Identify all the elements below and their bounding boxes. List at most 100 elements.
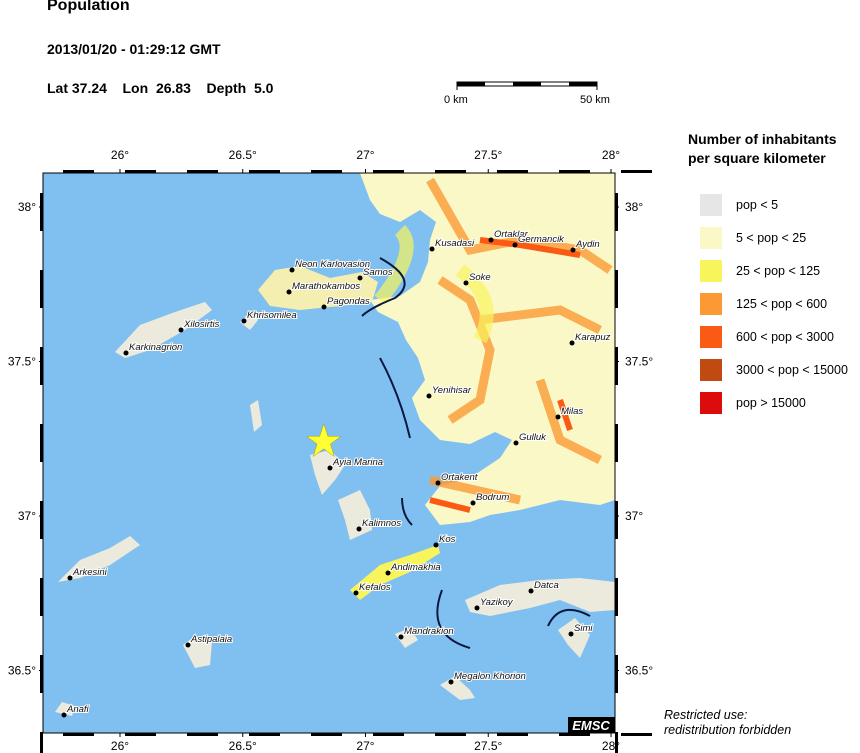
town-marker[interactable]: Gulluk — [513, 431, 548, 446]
epicenter-star-icon[interactable] — [305, 423, 342, 458]
town-dot-icon — [570, 247, 576, 253]
town-dot-icon — [241, 318, 247, 324]
town-marker[interactable]: Soke — [463, 271, 492, 286]
town-dot-icon — [470, 500, 476, 506]
town-marker[interactable]: Yazikoy — [474, 596, 515, 611]
town-dot-icon — [448, 679, 454, 685]
town-dot-icon — [185, 642, 191, 648]
town-marker[interactable]: Kusadasi — [429, 237, 476, 252]
town-marker[interactable]: Datca — [528, 579, 560, 594]
legend-item: pop > 15000 — [700, 392, 806, 414]
town-marker[interactable]: Simi — [568, 622, 594, 637]
town-label: Pagondas — [327, 296, 370, 307]
legend-swatch — [700, 227, 722, 249]
town-marker[interactable]: Samos — [357, 266, 394, 281]
town-dot-icon — [433, 542, 439, 548]
town-marker[interactable]: Germancik — [512, 233, 566, 248]
lon-tick-label: 27.5° — [474, 739, 502, 753]
legend-item: 5 < pop < 25 — [700, 227, 806, 249]
lon-tick-label: 27.5° — [474, 148, 502, 162]
lon-tick-label: 28° — [602, 148, 620, 162]
town-marker[interactable]: Bodrum — [470, 491, 510, 506]
town-dot-icon — [356, 526, 362, 532]
town-marker[interactable]: Khrisomilea — [241, 309, 298, 324]
town-dot-icon — [353, 590, 359, 596]
town-label: Ortaklar — [494, 229, 529, 240]
lat-label: Lat — [47, 80, 68, 96]
emsc-logo — [568, 717, 615, 733]
town-label: Kos — [439, 534, 456, 545]
town-label: Gulluk — [519, 432, 547, 443]
town-label: Kusadasi — [435, 238, 475, 249]
lon-tick-label: 26.5° — [229, 739, 257, 753]
town-marker[interactable]: Neon Karlovasion — [289, 258, 371, 273]
lat-tick-label: 38° — [18, 200, 36, 214]
town-marker[interactable]: Aydin — [570, 238, 601, 253]
town-marker[interactable]: Ortaklar — [488, 228, 530, 243]
town-marker[interactable]: Ayia Marina — [327, 456, 384, 471]
lat-tick-label: 37.5° — [625, 355, 653, 369]
town-marker[interactable]: Kos — [433, 533, 457, 548]
legend-swatch — [700, 359, 722, 381]
lon-tick-label: 26.5° — [229, 148, 257, 162]
town-dot-icon — [513, 440, 519, 446]
town-label: Andimakhia — [390, 562, 441, 573]
legend-title-line2: per square kilometer — [688, 150, 826, 166]
town-dot-icon — [123, 350, 129, 356]
town-label: Karkinagrion — [129, 342, 182, 353]
town-marker[interactable]: Arkesini — [67, 566, 109, 581]
event-datetime: 2013/01/20 - 01:29:12 GMT — [47, 41, 221, 57]
town-marker[interactable]: Pagondas — [321, 295, 371, 310]
town-label: Ayia Marina — [332, 457, 383, 468]
town-marker[interactable]: Ortakent — [435, 471, 479, 486]
scale-start-label: 0 km — [444, 94, 468, 106]
town-label: Kefalos — [359, 582, 391, 593]
islands — [55, 266, 590, 716]
lat-tick-label: 38° — [625, 200, 643, 214]
town-marker[interactable]: Karapuz — [569, 331, 612, 346]
town-dot-icon — [385, 570, 391, 576]
town-marker[interactable]: Kefalos — [353, 581, 392, 596]
town-label: Anafi — [66, 704, 90, 715]
town-dot-icon — [474, 605, 480, 611]
town-marker[interactable]: Astipalaia — [185, 633, 233, 648]
town-marker[interactable]: Megalon Khorion — [448, 670, 527, 685]
town-label: Yazikoy — [480, 597, 514, 608]
scale-end-label: 50 km — [580, 94, 610, 106]
town-marker[interactable]: Anafi — [61, 703, 91, 718]
town-dot-icon — [435, 480, 441, 486]
legend-label: 25 < pop < 125 — [736, 264, 821, 278]
town-dot-icon — [488, 237, 494, 243]
town-label: Karapuz — [575, 332, 611, 343]
town-label: Arkesini — [72, 567, 108, 578]
lon-tick-label: 26° — [111, 148, 129, 162]
town-label: Milas — [561, 406, 583, 417]
legend-item: 125 < pop < 600 — [700, 293, 827, 315]
town-marker[interactable]: Marathokambos — [286, 280, 361, 295]
town-marker[interactable]: Kalimnos — [356, 517, 402, 532]
town-dot-icon — [289, 267, 295, 273]
town-label: Simi — [574, 623, 593, 634]
town-marker[interactable]: Yenihisar — [426, 384, 473, 399]
town-label: Germancik — [518, 234, 565, 245]
town-marker[interactable]: Mandrakion — [398, 625, 455, 640]
fault-lines — [361, 257, 591, 649]
legend-swatch — [700, 194, 722, 216]
town-dot-icon — [61, 712, 67, 718]
town-marker[interactable]: Karkinagrion — [123, 341, 183, 356]
event-coordinates: Lat 37.24 Lon 26.83 Depth 5.0 — [47, 80, 273, 96]
town-label: Aydin — [575, 239, 600, 250]
town-marker[interactable]: Milas — [555, 405, 584, 420]
usage-note-line2: redistribution forbidden — [664, 723, 792, 737]
lon-label: Lon — [122, 80, 149, 96]
lat-tick-label: 36.5° — [8, 664, 36, 678]
lat-tick-label: 36.5° — [625, 664, 653, 678]
legend-item: 600 < pop < 3000 — [700, 326, 834, 348]
lat-tick-label: 37° — [625, 509, 643, 523]
town-marker[interactable]: Andimakhia — [385, 561, 442, 576]
legend-label: 5 < pop < 25 — [736, 231, 807, 245]
lon-value: 26.83 — [155, 80, 191, 96]
town-marker[interactable]: Xilosirtis — [178, 318, 221, 333]
usage-note: Restricted use: redistribution forbidden — [664, 708, 791, 738]
